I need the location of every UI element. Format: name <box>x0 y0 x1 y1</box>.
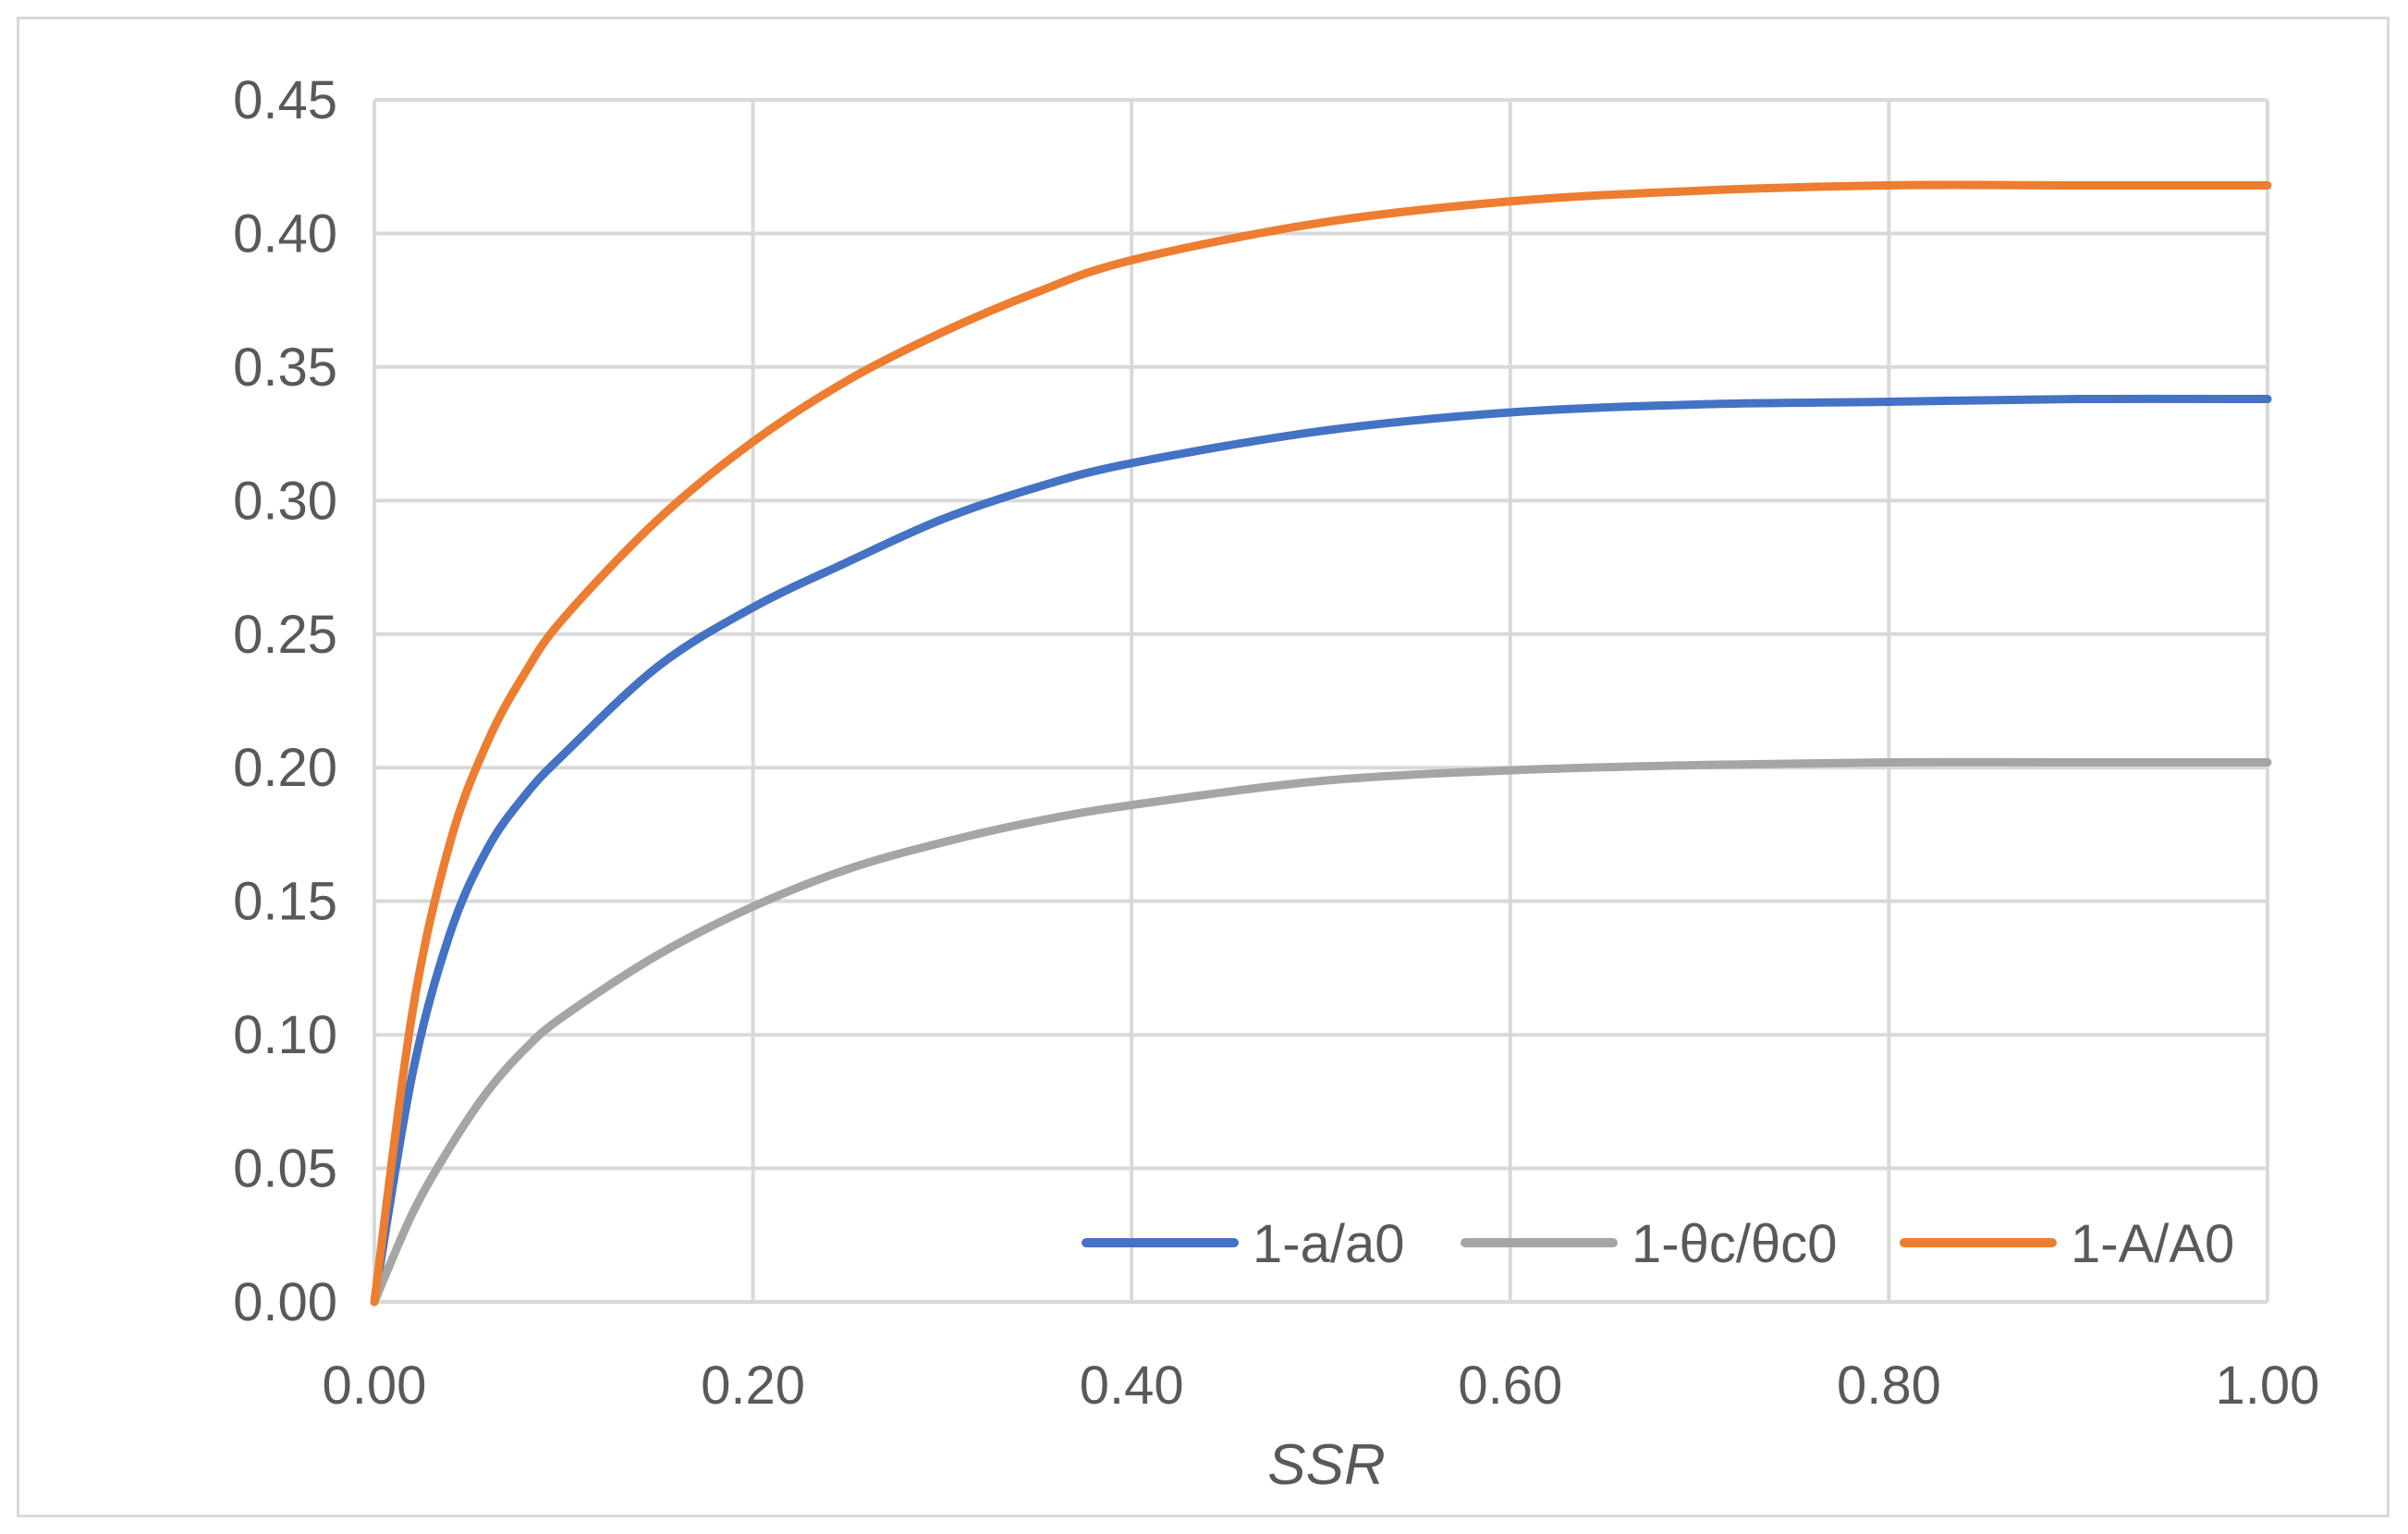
x-tick-label: 0.40 <box>1080 1356 1184 1416</box>
legend-label-2: 1-A/A0 <box>2071 1214 2234 1274</box>
x-tick-label: 0.60 <box>1458 1356 1562 1416</box>
grid-lines <box>373 98 2269 1304</box>
series-line-0 <box>370 394 2272 1307</box>
y-tick-label: 0.05 <box>233 1139 337 1199</box>
x-tick-label: 1.00 <box>2216 1356 2320 1416</box>
x-tick-label: 0.00 <box>323 1356 427 1416</box>
x-tick-label: 0.20 <box>701 1356 805 1416</box>
y-tick-label: 0.30 <box>233 471 337 531</box>
series-lines <box>370 180 2272 1307</box>
y-tick-label: 0.10 <box>233 1005 337 1065</box>
y-tick-label: 0.40 <box>233 203 337 264</box>
y-tick-label: 0.00 <box>233 1272 337 1332</box>
y-tick-label: 0.20 <box>233 738 337 798</box>
series-line-1 <box>370 757 2272 1307</box>
x-tick-label: 0.80 <box>1837 1356 1941 1416</box>
y-tick-label: 0.45 <box>233 70 337 130</box>
legend: 1-a/a0 1-θc/θc0 1-A/A0 <box>1082 1214 2234 1274</box>
y-tick-label: 0.15 <box>233 872 337 932</box>
x-axis-label: SSR <box>1267 1433 1385 1497</box>
y-tick-label: 0.35 <box>233 337 337 398</box>
series-line-2 <box>370 180 2272 1307</box>
y-axis-ticks: 0.00 0.05 0.10 0.15 0.20 0.25 0.30 0.35 0.40 0.45 <box>233 70 337 1332</box>
legend-label-1: 1-θc/θc0 <box>1632 1214 1837 1274</box>
y-tick-label: 0.25 <box>233 605 337 665</box>
x-axis-ticks: 0.00 0.20 0.40 0.60 0.80 1.00 <box>323 1356 2320 1416</box>
legend-label-0: 1-a/a0 <box>1253 1214 1404 1274</box>
